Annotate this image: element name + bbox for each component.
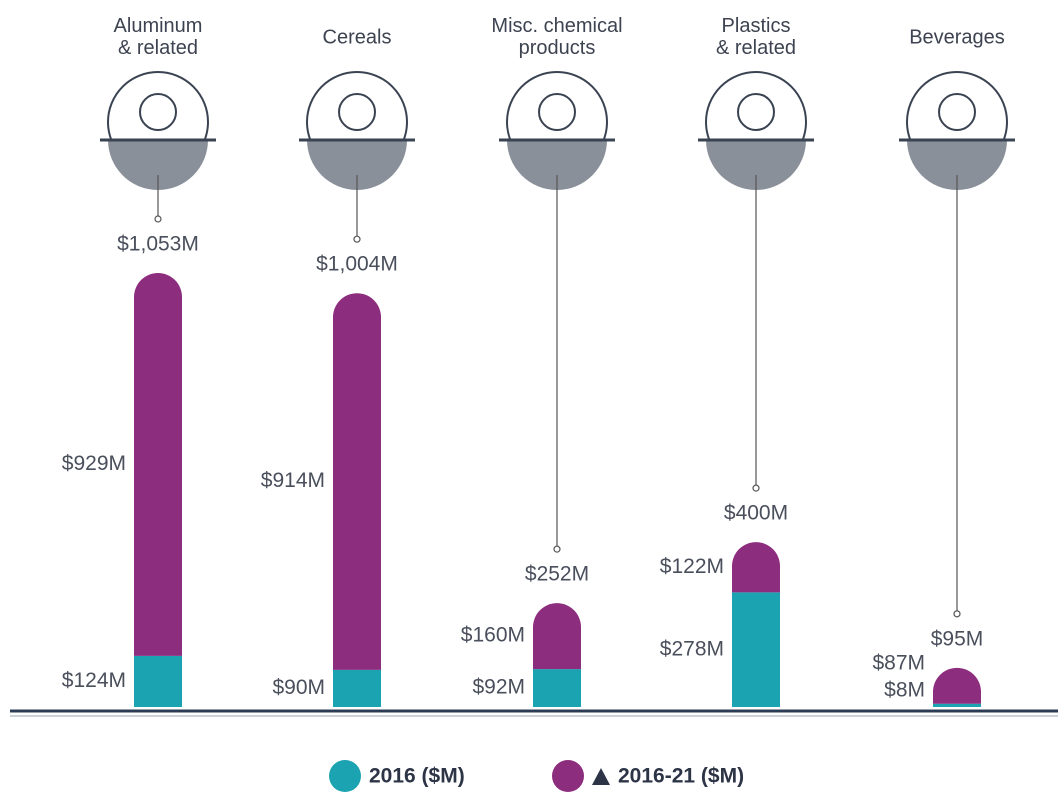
connector-dot [154, 215, 162, 223]
icon-glyph [538, 93, 576, 131]
bar-segment [533, 669, 581, 707]
total-label: $1,004M [316, 253, 398, 276]
bar-segment [134, 655, 182, 707]
icon-bowl [507, 140, 607, 190]
connector-dot [953, 610, 961, 618]
bar-segment [533, 603, 581, 670]
category-label: Plastics & related [716, 15, 796, 59]
icon-bowl [307, 140, 407, 190]
total-label: $252M [525, 563, 589, 586]
bar-segment [933, 703, 981, 707]
segment-label: $278M [660, 637, 724, 660]
bar-segment [732, 592, 780, 707]
segment-label: $90M [272, 676, 325, 699]
icon-glyph [338, 93, 376, 131]
legend-swatch [552, 760, 584, 792]
legend-triangle [592, 768, 610, 785]
segment-label: $92M [472, 676, 525, 699]
bar-segment [933, 667, 981, 704]
connector-dot [353, 235, 361, 243]
segment-label: $929M [62, 452, 126, 475]
segment-label: $122M [660, 555, 724, 578]
segment-label: $160M [461, 624, 525, 647]
total-label: $95M [931, 627, 984, 650]
bar-segment [134, 273, 182, 656]
bar-segment [333, 293, 381, 670]
category-label: Beverages [909, 26, 1005, 48]
icon-bowl [706, 140, 806, 190]
legend-label: 2016 ($M) [369, 765, 465, 788]
total-label: $400M [724, 502, 788, 525]
connector-dot [752, 484, 760, 492]
icon-glyph [737, 93, 775, 131]
bar-segment [732, 542, 780, 593]
connector-dot [553, 545, 561, 553]
category-label: Misc. chemical products [491, 15, 622, 59]
category-label: Cereals [323, 26, 392, 48]
segment-label: $914M [261, 469, 325, 492]
icon-glyph [938, 93, 976, 131]
legend-swatch [329, 760, 361, 792]
icon-glyph [139, 93, 177, 131]
bar-segment [333, 669, 381, 707]
segment-label: $8M [884, 679, 925, 702]
total-label: $1,053M [117, 233, 199, 256]
icon-bowl [907, 140, 1007, 190]
segment-label: $124M [62, 669, 126, 692]
category-label: Aluminum & related [114, 15, 203, 59]
segment-label: $87M [872, 652, 925, 675]
legend-label: 2016-21 ($M) [618, 765, 744, 788]
icon-bowl [108, 140, 208, 190]
